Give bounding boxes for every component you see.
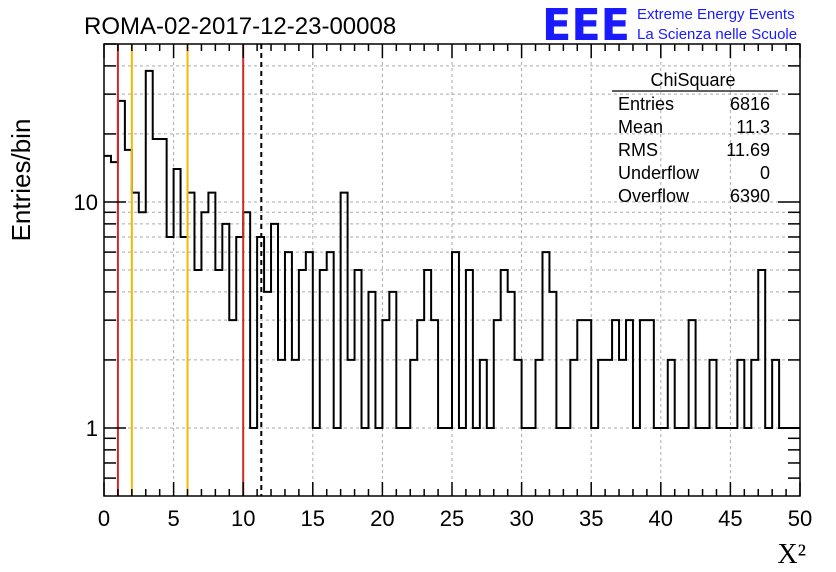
stats-label: RMS bbox=[618, 140, 658, 160]
x-tick-labels: 0 5 10 15 20 25 30 35 40 45 50 bbox=[98, 506, 812, 531]
stats-value: 0 bbox=[760, 163, 770, 183]
chart-title: ROMA-02-2017-12-23-00008 bbox=[84, 13, 396, 40]
x-tick-label: 5 bbox=[167, 506, 179, 531]
logo-mark: EEE bbox=[542, 0, 630, 51]
eee-logo: EEE Extreme Energy Events La Scienza nel… bbox=[542, 0, 797, 51]
x-tick-label: 40 bbox=[649, 506, 673, 531]
x-tick-label: 0 bbox=[98, 506, 110, 531]
stats-value: 6390 bbox=[730, 186, 770, 206]
stats-value: 11.69 bbox=[726, 140, 770, 160]
stats-label: Entries bbox=[618, 94, 674, 114]
x-tick-label: 20 bbox=[370, 506, 394, 531]
logo-line1: Extreme Energy Events bbox=[637, 6, 795, 23]
stats-box: ChiSquare Entries 6816 Mean 11.3 RMS 11.69 Und… bbox=[612, 70, 778, 206]
x-tick-label: 45 bbox=[718, 506, 742, 531]
x-tick-label: 10 bbox=[231, 506, 255, 531]
stats-title: ChiSquare bbox=[650, 70, 735, 90]
stats-label: Mean bbox=[618, 117, 663, 137]
x-tick-label: 30 bbox=[509, 506, 533, 531]
stats-label: Underflow bbox=[618, 163, 700, 183]
y-axis-label: Entries/bin bbox=[6, 119, 36, 242]
x-tick-label: 15 bbox=[301, 506, 325, 531]
stats-value: 6816 bbox=[730, 94, 770, 114]
histogram-line bbox=[104, 69, 800, 429]
y-tick-label: 1 bbox=[86, 416, 98, 441]
y-tick-labels: 1 10 bbox=[74, 190, 98, 441]
axis-ticks bbox=[103, 43, 801, 496]
stats-label: Overflow bbox=[618, 186, 690, 206]
logo-line2: La Scienza nelle Scuole bbox=[637, 26, 797, 43]
x-axis-label: X² bbox=[777, 539, 806, 570]
x-tick-label: 50 bbox=[788, 506, 812, 531]
y-tick-label: 10 bbox=[74, 190, 98, 215]
x-tick-label: 25 bbox=[440, 506, 464, 531]
stats-value: 11.3 bbox=[736, 117, 770, 137]
x-tick-label: 35 bbox=[579, 506, 603, 531]
marker-lines bbox=[116, 44, 263, 496]
